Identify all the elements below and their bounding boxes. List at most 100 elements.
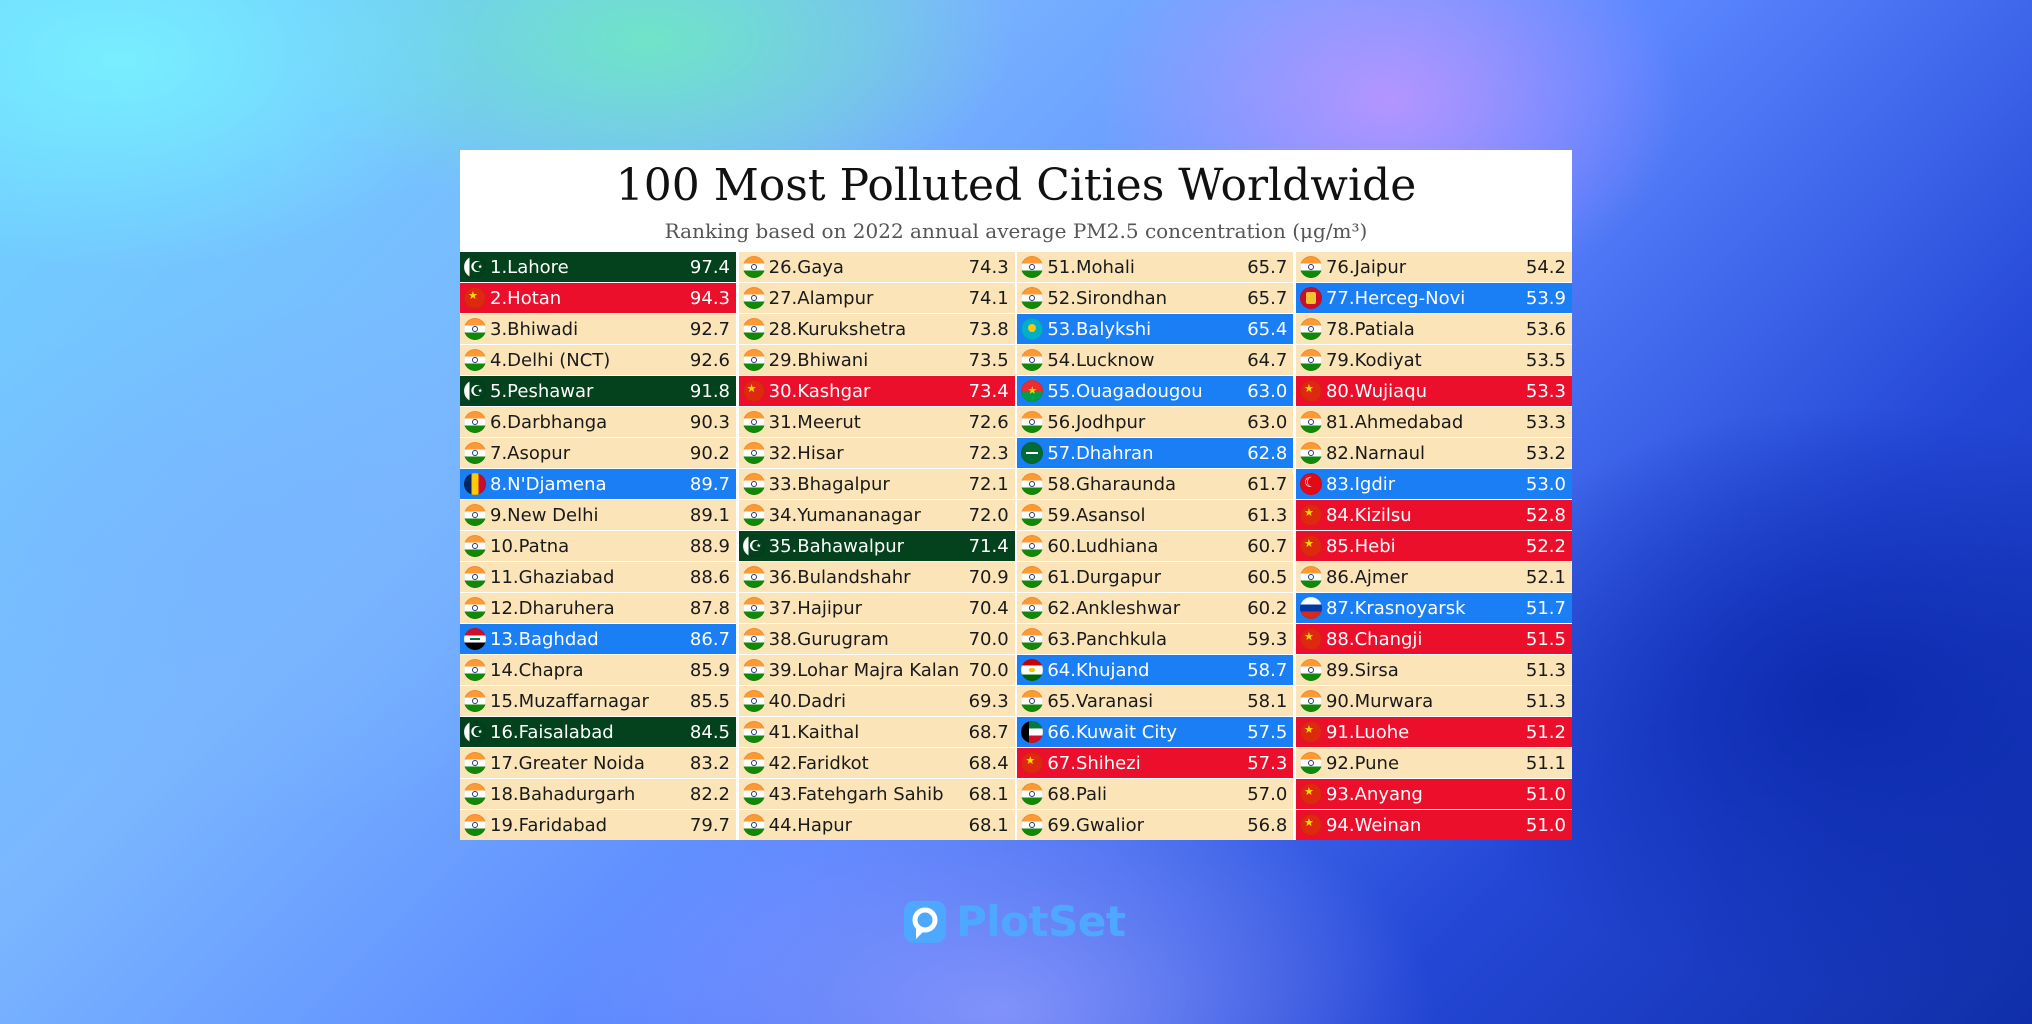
country-flag-icon — [1021, 535, 1044, 557]
country-flag-icon — [742, 566, 765, 588]
city-row: 53.Balykshi 65.4 — [1017, 314, 1294, 344]
city-label: 35.Bahawalpur — [768, 535, 905, 557]
city-label: 83.Igdir — [1325, 473, 1396, 495]
city-label: 40.Dadri — [768, 690, 846, 712]
city-row: 81.Ahmedabad 53.3 — [1295, 407, 1572, 437]
pm25-value: 86.7 — [689, 628, 730, 650]
country-flag-icon — [1299, 659, 1322, 681]
pm25-value: 85.5 — [689, 690, 730, 712]
city-label: 12.Dharuhera — [490, 597, 615, 619]
pm25-value: 53.6 — [1525, 318, 1566, 340]
city-label: 56.Jodhpur — [1047, 411, 1146, 433]
city-label: 77.Herceg-Novi — [1325, 287, 1466, 309]
country-flag-icon — [742, 380, 765, 402]
pm25-value: 70.0 — [968, 659, 1009, 681]
country-flag-icon — [1299, 814, 1322, 836]
country-flag-icon — [1021, 814, 1044, 836]
city-row: 89.Sirsa 51.3 — [1295, 655, 1572, 685]
country-flag-icon — [1299, 411, 1322, 433]
city-row: 3.Bhiwadi 92.7 — [460, 314, 736, 344]
plotset-logo-icon — [904, 901, 946, 943]
pm25-value: 61.7 — [1247, 473, 1288, 495]
country-flag-icon — [1021, 566, 1044, 588]
city-row: 84.Kizilsu 52.8 — [1295, 500, 1572, 530]
city-row: 38.Gurugram 70.0 — [738, 624, 1015, 654]
country-flag-icon — [1021, 318, 1044, 340]
city-label: 63.Panchkula — [1047, 628, 1168, 650]
city-row: 37.Hajipur 70.4 — [738, 593, 1015, 623]
country-flag-icon — [742, 411, 765, 433]
city-label: 65.Varanasi — [1047, 690, 1154, 712]
pm25-value: 65.4 — [1247, 318, 1288, 340]
country-flag-icon — [742, 752, 765, 774]
pm25-value: 68.4 — [968, 752, 1009, 774]
pm25-value: 94.3 — [689, 287, 730, 309]
city-row: 8.N'Djamena 89.7 — [460, 469, 736, 499]
pm25-value: 57.3 — [1247, 752, 1288, 774]
city-label: 93.Anyang — [1325, 783, 1423, 805]
city-label: 61.Durgapur — [1047, 566, 1161, 588]
city-label: 44.Hapur — [768, 814, 853, 836]
pm25-value: 87.8 — [689, 597, 730, 619]
country-flag-icon — [742, 442, 765, 464]
pm25-value: 64.7 — [1247, 349, 1288, 371]
city-row: 54.Lucknow 64.7 — [1017, 345, 1294, 375]
country-flag-icon — [1021, 628, 1044, 650]
city-row: 15.Muzaffarnagar 85.5 — [460, 686, 736, 716]
pm25-value: 52.8 — [1525, 504, 1566, 526]
country-flag-icon — [464, 752, 486, 774]
country-flag-icon — [742, 504, 765, 526]
city-label: 89.Sirsa — [1325, 659, 1399, 681]
pm25-value: 51.2 — [1525, 721, 1566, 743]
city-row: 34.Yumananagar 72.0 — [738, 500, 1015, 530]
pm25-value: 51.1 — [1525, 752, 1566, 774]
city-row: 94.Weinan 51.0 — [1295, 810, 1572, 840]
city-label: 53.Balykshi — [1047, 318, 1152, 340]
city-label: 76.Jaipur — [1325, 256, 1407, 278]
ranking-column: 51.Mohali 65.7 52.Sirondhan 65.7 53.Balykshi… — [1017, 252, 1294, 840]
country-flag-icon — [464, 566, 486, 588]
city-row: 14.Chapra 85.9 — [460, 655, 736, 685]
pm25-value: 72.0 — [968, 504, 1009, 526]
city-row: 76.Jaipur 54.2 — [1295, 252, 1572, 282]
country-flag-icon — [1299, 566, 1322, 588]
pm25-value: 91.8 — [689, 380, 730, 402]
city-row: 51.Mohali 65.7 — [1017, 252, 1294, 282]
city-label: 58.Gharaunda — [1047, 473, 1177, 495]
pm25-value: 61.3 — [1247, 504, 1288, 526]
pm25-value: 52.1 — [1525, 566, 1566, 588]
city-label: 54.Lucknow — [1047, 349, 1155, 371]
city-label: 8.N'Djamena — [490, 473, 607, 495]
plotset-logo-text: PlotSet — [956, 897, 1126, 946]
country-flag-icon — [464, 442, 486, 464]
pm25-value: 89.7 — [689, 473, 730, 495]
pm25-value: 53.3 — [1525, 380, 1566, 402]
pm25-value: 88.9 — [689, 535, 730, 557]
city-label: 5.Peshawar — [490, 380, 594, 402]
pm25-value: 51.0 — [1525, 783, 1566, 805]
pm25-value: 82.2 — [689, 783, 730, 805]
country-flag-icon — [464, 287, 486, 309]
pm25-value: 52.2 — [1525, 535, 1566, 557]
pm25-value: 65.7 — [1247, 287, 1288, 309]
city-row: 64.Khujand 58.7 — [1017, 655, 1294, 685]
city-label: 79.Kodiyat — [1325, 349, 1422, 371]
pm25-value: 70.4 — [968, 597, 1009, 619]
city-label: 39.Lohar Majra Kalan — [768, 659, 960, 681]
pm25-value: 51.7 — [1525, 597, 1566, 619]
city-label: 29.Bhiwani — [768, 349, 869, 371]
pm25-value: 51.0 — [1525, 814, 1566, 836]
city-row: 91.Luohe 51.2 — [1295, 717, 1572, 747]
pm25-value: 68.1 — [968, 783, 1009, 805]
city-label: 86.Ajmer — [1325, 566, 1408, 588]
city-row: 67.Shihezi 57.3 — [1017, 748, 1294, 778]
city-label: 69.Gwalior — [1047, 814, 1145, 836]
pm25-value: 74.1 — [968, 287, 1009, 309]
city-label: 26.Gaya — [768, 256, 844, 278]
pm25-value: 73.8 — [968, 318, 1009, 340]
city-label: 42.Faridkot — [768, 752, 869, 774]
country-flag-icon — [1021, 349, 1044, 371]
city-label: 92.Pune — [1325, 752, 1400, 774]
pm25-value: 53.2 — [1525, 442, 1566, 464]
pm25-value: 58.1 — [1247, 690, 1288, 712]
